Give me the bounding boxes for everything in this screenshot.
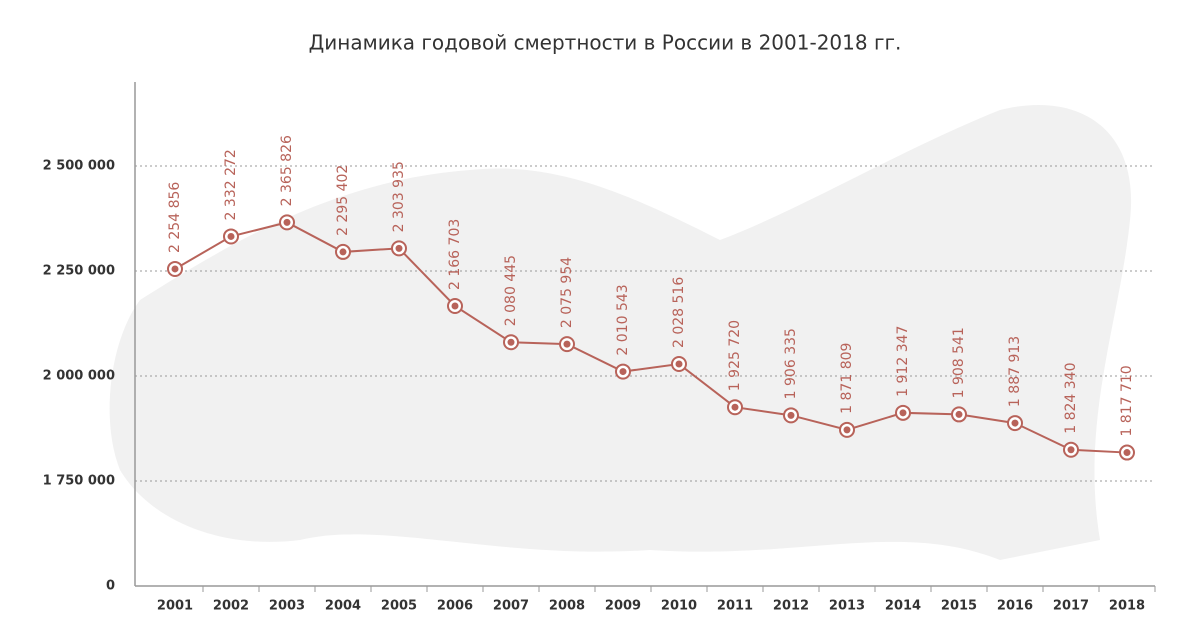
x-tick-label: 2007 <box>493 599 529 614</box>
x-tick-label: 2013 <box>829 599 865 614</box>
y-tick-label: 2 250 000 <box>43 264 115 279</box>
y-tick-label: 1 750 000 <box>43 474 115 489</box>
x-tick-label: 2006 <box>437 599 473 614</box>
data-label: 2 254 856 <box>167 182 183 253</box>
x-tick-label: 2017 <box>1053 599 1089 614</box>
x-tick-label: 2012 <box>773 599 809 614</box>
data-label: 2 080 445 <box>503 255 519 326</box>
point-core <box>899 409 907 417</box>
y-tick-label: 0 <box>106 579 115 594</box>
data-label: 2 075 954 <box>559 257 575 328</box>
x-tick-label: 2003 <box>269 599 305 614</box>
data-label: 2 332 272 <box>223 149 239 220</box>
x-tick-label: 2005 <box>381 599 417 614</box>
point-core <box>675 360 683 368</box>
point-core <box>283 218 291 226</box>
data-label: 1 887 913 <box>1007 336 1023 407</box>
x-tick-label: 2001 <box>157 599 193 614</box>
data-label: 2 166 703 <box>447 219 463 290</box>
data-label: 1 908 541 <box>951 327 967 398</box>
data-label: 1 925 720 <box>727 320 743 391</box>
x-tick-label: 2018 <box>1109 599 1145 614</box>
y-tick-label: 2 500 000 <box>43 159 115 174</box>
point-core <box>619 368 627 376</box>
data-label: 2 010 543 <box>615 284 631 355</box>
point-core <box>507 338 515 346</box>
point-core <box>339 248 347 256</box>
point-core <box>787 411 795 419</box>
map-silhouette <box>109 104 1132 561</box>
data-label: 1 906 335 <box>783 328 799 399</box>
chart-title: Динамика годовой смертности в России в 2… <box>309 31 902 55</box>
point-core <box>171 265 179 273</box>
point-core <box>563 340 571 348</box>
point-core <box>1067 446 1075 454</box>
x-tick-label: 2016 <box>997 599 1033 614</box>
point-core <box>955 410 963 418</box>
point-core <box>843 426 851 434</box>
x-tick-label: 2014 <box>885 599 921 614</box>
series-line <box>174 221 1128 454</box>
point-core <box>1123 449 1131 457</box>
data-label: 2 028 516 <box>671 277 687 348</box>
point-core <box>451 302 459 310</box>
x-tick-label: 2002 <box>213 599 249 614</box>
x-tick-label: 2004 <box>325 599 361 614</box>
x-tick-label: 2008 <box>549 599 585 614</box>
data-label: 1 824 340 <box>1063 363 1079 434</box>
x-tick-label: 2011 <box>717 599 753 614</box>
point-core <box>731 403 739 411</box>
data-label: 1 817 710 <box>1119 365 1135 436</box>
data-label: 2 295 402 <box>335 165 351 236</box>
data-label: 2 303 935 <box>391 161 407 232</box>
data-label: 1 912 347 <box>895 326 911 397</box>
y-tick-label: 2 000 000 <box>43 369 115 384</box>
data-label: 2 365 826 <box>279 135 295 206</box>
x-tick-label: 2010 <box>661 599 697 614</box>
x-tick-label: 2009 <box>605 599 641 614</box>
point-core <box>395 244 403 252</box>
data-label: 1 871 809 <box>839 343 855 414</box>
point-core <box>227 232 235 240</box>
x-tick-label: 2015 <box>941 599 977 614</box>
point-core <box>1011 419 1019 427</box>
